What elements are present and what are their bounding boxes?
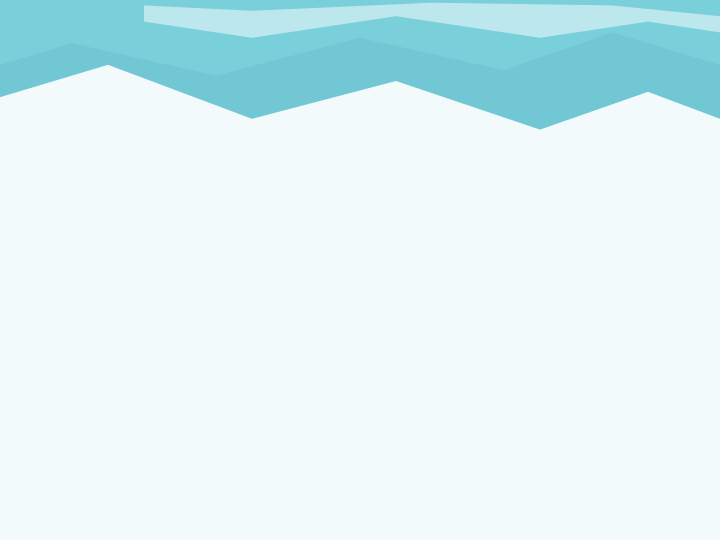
Text: ∞: ∞: [25, 130, 55, 164]
Text: ∞: ∞: [25, 313, 51, 342]
PathPatch shape: [144, 3, 720, 38]
Text: The: The: [63, 313, 138, 338]
Text: abnormal and to grade the: abnormal and to grade the: [63, 408, 459, 433]
Text: the patient with normal values: the patient with normal values: [76, 176, 530, 200]
Text: is: is: [343, 313, 377, 338]
PathPatch shape: [0, 0, 720, 76]
Text: derived from population studies: derived from population studies: [76, 221, 550, 246]
PathPatch shape: [0, 0, 720, 130]
Text: Compare the measured values of: Compare the measured values of: [76, 130, 561, 154]
Text: INTERPRETATION OF SPIROMETRY: INTERPRETATION OF SPIROMETRY: [19, 49, 645, 79]
Text: used to define normal and: used to define normal and: [63, 362, 452, 387]
Text: percent predicted normal: percent predicted normal: [111, 313, 489, 338]
Text: severity of the abnormality: severity of the abnormality: [63, 454, 462, 478]
